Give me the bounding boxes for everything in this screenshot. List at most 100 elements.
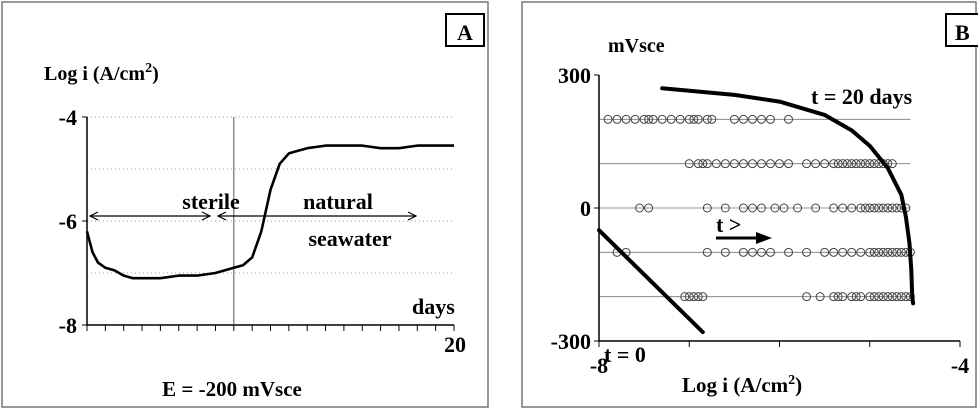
data-point <box>860 159 870 169</box>
data-point <box>892 203 902 213</box>
data-point <box>865 159 875 169</box>
data-point <box>775 159 784 169</box>
annotation-t-zero: t = 0 <box>604 342 646 367</box>
curve-t-0 <box>597 228 705 335</box>
panel-a-frame <box>1 1 489 408</box>
panel-a-ylabel: Log i (A/cm2) <box>44 61 159 85</box>
data-point <box>793 203 803 213</box>
data-point <box>684 292 694 302</box>
data-point <box>874 292 884 302</box>
data-point <box>765 114 775 124</box>
panel-a: A Log i (A/cm2) -4 -6 -8 sterile natural s… <box>1 1 489 408</box>
data-point <box>833 292 843 302</box>
data-point <box>738 114 748 124</box>
data-point <box>644 114 654 124</box>
data-point <box>729 114 739 124</box>
data-point <box>874 203 884 213</box>
panel-b-axes <box>594 74 961 347</box>
data-point <box>648 114 658 124</box>
data-point <box>684 159 694 169</box>
data-point <box>738 159 748 169</box>
data-point <box>747 114 757 124</box>
panel-b-xlabel: Log i (A/cm2) <box>682 373 802 397</box>
data-point <box>756 159 766 169</box>
panel-b-curves <box>597 86 916 335</box>
data-point <box>883 203 893 213</box>
annotation-arrows <box>88 211 418 221</box>
y-tick-label: -8 <box>59 313 77 338</box>
data-point <box>829 247 839 257</box>
data-point <box>887 292 897 302</box>
annotation-t-final: t = 20 days <box>811 84 913 109</box>
data-point <box>784 159 794 169</box>
data-point <box>707 114 717 124</box>
data-point <box>869 159 879 169</box>
y-tick-label: -300 <box>551 329 591 354</box>
data-point <box>802 247 812 257</box>
data-point <box>856 247 866 257</box>
data-point <box>856 203 866 213</box>
data-point <box>675 114 685 124</box>
panel-a-axes <box>82 116 455 331</box>
data-point <box>838 292 848 302</box>
time-arrow <box>716 232 772 244</box>
data-point <box>720 159 730 169</box>
data-point <box>644 203 654 213</box>
panel-a-series <box>85 144 454 280</box>
data-point <box>838 247 848 257</box>
data-point <box>765 247 775 257</box>
annotation-t-arrow: t > <box>716 212 741 237</box>
data-point <box>820 247 830 257</box>
data-point <box>892 247 902 257</box>
data-point <box>802 159 812 169</box>
data-point <box>720 247 730 257</box>
panel-b: B mVsce 300 0 -300-8 -4 t = 20 days t = 0 t… <box>521 1 978 408</box>
data-point <box>874 247 884 257</box>
data-point <box>869 247 879 257</box>
data-point <box>847 159 857 169</box>
data-point <box>869 292 879 302</box>
data-point <box>756 203 766 213</box>
annotation-sterile: sterile <box>182 189 240 214</box>
data-point <box>747 159 757 169</box>
data-point <box>829 292 839 302</box>
data-point <box>756 114 766 124</box>
data-point <box>847 292 857 302</box>
data-point <box>612 114 622 124</box>
data-point <box>811 203 821 213</box>
data-point <box>883 247 893 257</box>
data-point <box>702 203 712 213</box>
data-point <box>784 247 794 257</box>
data-point <box>738 247 748 257</box>
data-point <box>811 159 821 169</box>
data-point <box>702 159 712 169</box>
data-point <box>765 159 775 169</box>
data-point <box>878 203 888 213</box>
data-point <box>635 203 645 213</box>
panel-b-ylabel: mVsce <box>608 35 665 57</box>
data-point <box>887 203 897 213</box>
x-tick-label: -8 <box>590 353 608 378</box>
data-point <box>698 159 708 169</box>
data-point <box>847 247 857 257</box>
data-point <box>865 292 875 302</box>
data-point <box>815 292 825 302</box>
data-point <box>829 159 839 169</box>
data-point <box>865 247 875 257</box>
data-point <box>689 292 699 302</box>
data-point <box>802 292 812 302</box>
y-tick-label: 0 <box>580 196 591 221</box>
data-point <box>865 203 875 213</box>
data-point <box>621 114 631 124</box>
x-tick-label: -4 <box>951 353 969 378</box>
data-point <box>847 203 857 213</box>
data-point <box>680 292 690 302</box>
data-point <box>842 159 852 169</box>
data-point <box>711 159 721 169</box>
panel-b-level-lines <box>599 118 911 298</box>
data-point <box>756 247 766 257</box>
panel-a-xlabel: days <box>412 294 455 319</box>
data-point <box>896 292 906 302</box>
annotation-seawater: seawater <box>308 226 391 251</box>
data-point <box>693 159 703 169</box>
